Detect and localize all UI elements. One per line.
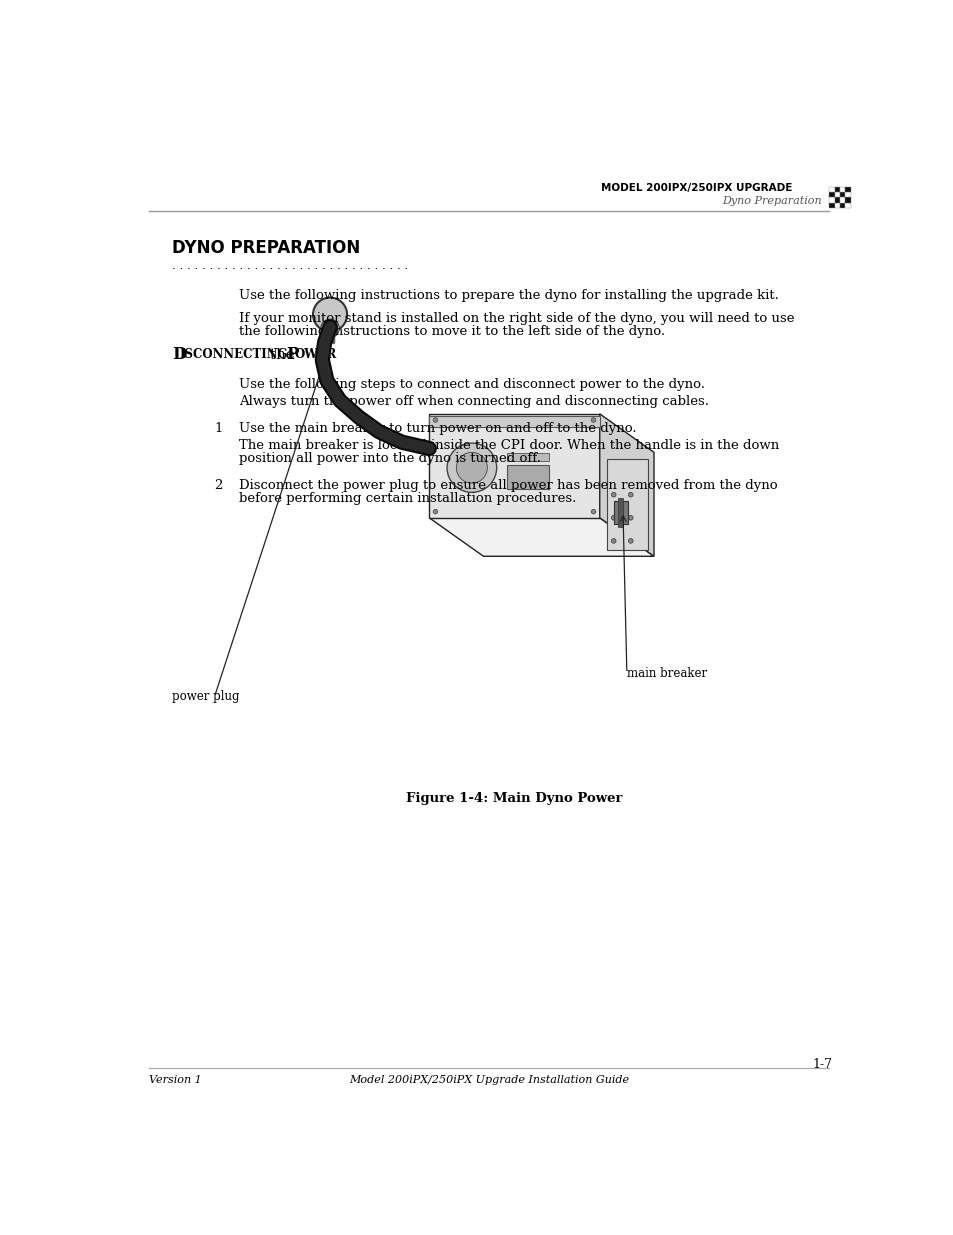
Text: Version 1: Version 1	[149, 1074, 201, 1084]
Text: If your monitor stand is installed on the right side of the dyno, you will need : If your monitor stand is installed on th…	[239, 312, 794, 325]
Polygon shape	[429, 414, 599, 517]
Text: ISCONNECTING: ISCONNECTING	[179, 348, 288, 361]
Circle shape	[628, 493, 633, 496]
Bar	[844, 193, 850, 198]
Text: D: D	[172, 346, 186, 363]
Bar	[828, 198, 834, 203]
Bar	[429, 416, 599, 427]
Circle shape	[591, 417, 596, 422]
Text: the following instructions to move it to the left side of the dyno.: the following instructions to move it to…	[239, 325, 665, 338]
Text: 2: 2	[214, 479, 223, 493]
Circle shape	[611, 493, 616, 496]
Text: OWER: OWER	[294, 348, 336, 361]
Bar	[618, 498, 622, 527]
Text: P: P	[286, 346, 298, 363]
Text: before performing certain installation procedures.: before performing certain installation p…	[239, 493, 577, 505]
Bar	[828, 186, 834, 193]
Bar	[506, 466, 549, 489]
Text: the: the	[265, 347, 299, 362]
Bar	[607, 459, 647, 550]
Circle shape	[611, 515, 616, 520]
Text: MODEL 200IPX/250IPX UPGRADE: MODEL 200IPX/250IPX UPGRADE	[600, 183, 791, 193]
Polygon shape	[429, 517, 654, 556]
Circle shape	[628, 515, 633, 520]
Bar	[828, 203, 834, 209]
Circle shape	[591, 509, 596, 514]
Text: main breaker: main breaker	[626, 667, 706, 679]
Text: power plug: power plug	[172, 690, 239, 703]
Text: 1: 1	[214, 421, 223, 435]
Text: Use the following steps to connect and disconnect power to the dyno.: Use the following steps to connect and d…	[239, 378, 704, 390]
Bar	[834, 198, 840, 203]
Bar	[834, 193, 840, 198]
Text: 1-7: 1-7	[811, 1058, 831, 1071]
Circle shape	[611, 538, 616, 543]
Text: Figure 1-4: Main Dyno Power: Figure 1-4: Main Dyno Power	[406, 793, 622, 805]
Text: position all power into the dyno is turned off.: position all power into the dyno is turn…	[239, 452, 540, 466]
Text: Model 200iPX/250iPX Upgrade Installation Guide: Model 200iPX/250iPX Upgrade Installation…	[349, 1074, 628, 1084]
Circle shape	[320, 319, 339, 337]
Bar	[840, 193, 844, 198]
Circle shape	[456, 452, 487, 483]
Circle shape	[628, 538, 633, 543]
Bar	[840, 198, 844, 203]
Text: Disconnect the power plug to ensure all power has been removed from the dyno: Disconnect the power plug to ensure all …	[239, 479, 778, 493]
Text: Always turn the power off when connecting and disconnecting cables.: Always turn the power off when connectin…	[239, 395, 709, 408]
Bar	[828, 193, 834, 198]
Text: . . . . . . . . . . . . . . . . . . . . . . . . . . . . . . . .: . . . . . . . . . . . . . . . . . . . . …	[172, 259, 408, 272]
Text: Dyno Preparation: Dyno Preparation	[721, 195, 821, 205]
Bar	[613, 501, 627, 524]
Text: DYNO PREPARATION: DYNO PREPARATION	[172, 240, 360, 257]
Circle shape	[313, 298, 347, 331]
Bar	[834, 203, 840, 209]
Bar	[834, 186, 840, 193]
Text: The main breaker is located inside the CPI door. When the handle is in the down: The main breaker is located inside the C…	[239, 440, 779, 452]
Bar	[840, 203, 844, 209]
Polygon shape	[599, 414, 654, 556]
Circle shape	[433, 509, 437, 514]
Text: Use the following instructions to prepare the dyno for installing the upgrade ki: Use the following instructions to prepar…	[239, 289, 779, 303]
Circle shape	[447, 443, 497, 493]
Bar	[840, 186, 844, 193]
Bar	[844, 203, 850, 209]
Bar	[844, 186, 850, 193]
Circle shape	[433, 417, 437, 422]
Text: Use the main breaker to turn power on and off to the dyno.: Use the main breaker to turn power on an…	[239, 421, 637, 435]
Bar	[506, 453, 549, 461]
Bar	[844, 198, 850, 203]
